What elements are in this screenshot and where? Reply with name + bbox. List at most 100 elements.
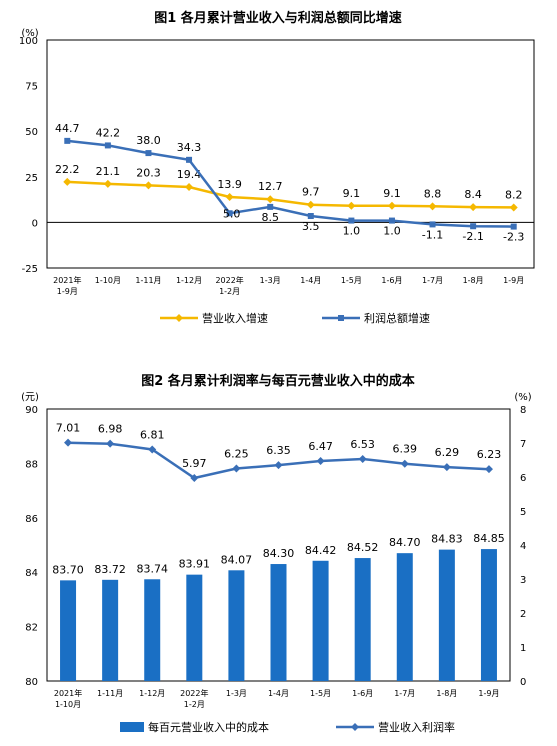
chart-1-x-category-label: 1-7月 [422, 276, 443, 285]
chart-2-bar [354, 558, 371, 681]
chart-1-series-1-point [307, 213, 314, 220]
chart-2-right-y-tick-label: 7 [520, 439, 526, 450]
chart-2-left-y-ticks: 90 88 86 84 82 80 [25, 405, 38, 688]
chart-2-line-point [274, 461, 283, 470]
chart-1-series-0-data-label: 12.7 [258, 180, 283, 193]
chart-2-right-y-tick-label: 2 [520, 609, 526, 620]
chart-2-line-point [484, 465, 493, 474]
chart-2-bar-data-label: 84.30 [263, 547, 295, 560]
chart-2-x-category-label: 1-4月 [268, 689, 289, 698]
chart-2-line-point [232, 464, 241, 473]
chart-2-line-data-label: 7.01 [56, 422, 81, 435]
chart-2-bar [144, 579, 161, 681]
chart-1-series-1-point [64, 137, 71, 144]
chart-2-line-data-label: 6.81 [140, 428, 165, 441]
chart-2-left-y-tick-label: 88 [25, 459, 38, 470]
chart-1-series-1-data-label: 5.0 [223, 207, 241, 220]
chart-1-series-1-point [470, 223, 477, 230]
chart-1-series-1-point [226, 210, 233, 217]
chart-2-bar [102, 579, 119, 681]
chart-1-series-0-point [509, 203, 518, 212]
chart-2-line-point [442, 463, 451, 472]
chart-1-x-category-label: 2021年 1-9月 [53, 275, 81, 296]
chart-1-series-0-point [306, 200, 315, 209]
chart-1-series-1-point [145, 150, 152, 157]
chart-1-series-1-data-label: 1.0 [383, 225, 401, 238]
chart-2-line-point [358, 454, 367, 463]
chart-1-x-category-label: 1-6月 [381, 276, 402, 285]
chart-1-series-0-data-label: 19.4 [177, 168, 202, 181]
chart-1-series-1-data-label: 8.5 [261, 211, 279, 224]
chart-2-title: 图2 各月累计利润率与每百元营业收入中的成本 [141, 373, 415, 389]
chart-2-line-data-label: 6.29 [435, 446, 460, 459]
chart-2-bar-data-label: 83.70 [52, 563, 84, 576]
chart-2-legend-label-bars: 每百元营业收入中的成本 [148, 720, 269, 734]
chart-1-x-category-label: 1-5月 [341, 276, 362, 285]
chart-2-line-data-label: 6.23 [477, 448, 502, 461]
chart-2-x-category-label: 1-9月 [478, 689, 499, 698]
chart-1-series-0-data-label: 13.9 [217, 178, 242, 191]
chart-1-x-category-label: 1-3月 [260, 276, 281, 285]
chart-2-line-data-label: 6.98 [98, 423, 123, 436]
chart-2-legend-label-line: 营业收入利润率 [378, 720, 455, 734]
chart-1-series-0-point [469, 203, 478, 212]
chart-1-series-1-point [186, 156, 193, 163]
chart-1-series-1-data-label: 1.0 [343, 225, 361, 238]
chart-1-series-1-point [388, 217, 395, 224]
chart-1-series-0-data-label: 9.1 [383, 187, 401, 200]
chart-2-bar-data-label: 83.74 [136, 562, 168, 575]
chart-1-series-0-data-label: 20.3 [136, 166, 161, 179]
chart-1-series-0-point [347, 201, 356, 210]
chart-2-line-point [190, 474, 199, 483]
chart-1-y-tick-label: 100 [19, 36, 38, 47]
chart-2-line-data-label: 6.53 [350, 438, 375, 451]
chart-1-series-0-point [144, 181, 153, 190]
chart-1-series-0-point [225, 193, 234, 202]
chart-1-series-1-point [267, 203, 274, 210]
chart-1-y-tick-label: 0 [32, 218, 38, 229]
chart-2-x-category-label: 1-5月 [310, 689, 331, 698]
chart-2-left-unit: (元) [21, 392, 39, 403]
chart-1-series-1-data-label: -1.1 [422, 228, 443, 241]
chart-1-series-1-point [348, 217, 355, 224]
chart-1-series-1-data-label: 42.2 [96, 126, 121, 139]
chart-2-x-category-label: 1-6月 [352, 689, 373, 698]
chart-1: 图1 各月累计营业收入与利润总额同比增速 (%) 100 75 50 25 0 -25 2… [19, 10, 535, 325]
chart-2-x-categories: 2021年 1-10月 1-11月 1-12月 2022年 1-2月 1-3月 1-4月 1-5… [54, 688, 500, 709]
chart-1-legend-label-1: 利润总额增速 [364, 311, 430, 325]
chart-2-bar-data-label: 84.85 [473, 532, 505, 545]
chart-1-series-0-point [103, 179, 112, 188]
chart-2-bar [396, 553, 413, 681]
chart-2-left-y-tick-label: 90 [25, 405, 38, 416]
chart-1-series-0-data-label: 8.4 [464, 188, 482, 201]
chart-2-legend: 每百元营业收入中的成本 营业收入利润率 [120, 720, 455, 734]
chart-1-x-category-label: 1-9月 [503, 276, 524, 285]
chart-1-title: 图1 各月累计营业收入与利润总额同比增速 [154, 10, 402, 26]
chart-1-series-0-data-label: 22.2 [55, 163, 80, 176]
chart-1-series-0-point [387, 201, 396, 210]
chart-2-line-point [64, 438, 73, 447]
chart-1-series-0-data-label: 9.7 [302, 186, 320, 199]
chart-2-line-data-label: 6.39 [393, 443, 418, 456]
chart-2-right-y-tick-label: 4 [520, 541, 526, 552]
chart-2-right-y-tick-label: 1 [520, 643, 526, 654]
chart-2-legend-swatch-bars [120, 722, 144, 732]
chart-2-line: 7.01 6.98 6.81 5.97 6.25 6.35 6.47 6.53 6.39 6.29… [56, 422, 502, 483]
chart-2-x-category-label: 1-12月 [139, 689, 165, 698]
chart-1-legend-label-0: 营业收入增速 [202, 311, 268, 325]
chart-1-series-1-data-label: 38.0 [136, 134, 161, 147]
chart-1-legend-marker-1 [338, 315, 344, 321]
chart-2-line-point [106, 439, 115, 448]
chart-1-series-0-line [67, 180, 514, 209]
chart-2-right-y-tick-label: 3 [520, 575, 526, 586]
chart-2-bar-data-label: 84.83 [431, 533, 463, 546]
chart-1-series-1-data-label: -2.1 [462, 230, 483, 243]
chart-1-series: 22.2 21.1 20.3 19.4 13.9 12.7 9.7 9.1 9.1 8.8 8.4 8… [55, 122, 524, 244]
chart-1-x-category-label: 1-12月 [176, 276, 202, 285]
chart-1-series-0-point [428, 202, 437, 211]
chart-2-bars: 83.70 83.72 83.74 83.91 84.07 84.30 84.42 84.52… [52, 532, 505, 681]
chart-2-bar [228, 570, 245, 681]
chart-2-left-y-tick-label: 86 [25, 514, 38, 525]
chart-1-x-category-label: 1-4月 [300, 276, 321, 285]
